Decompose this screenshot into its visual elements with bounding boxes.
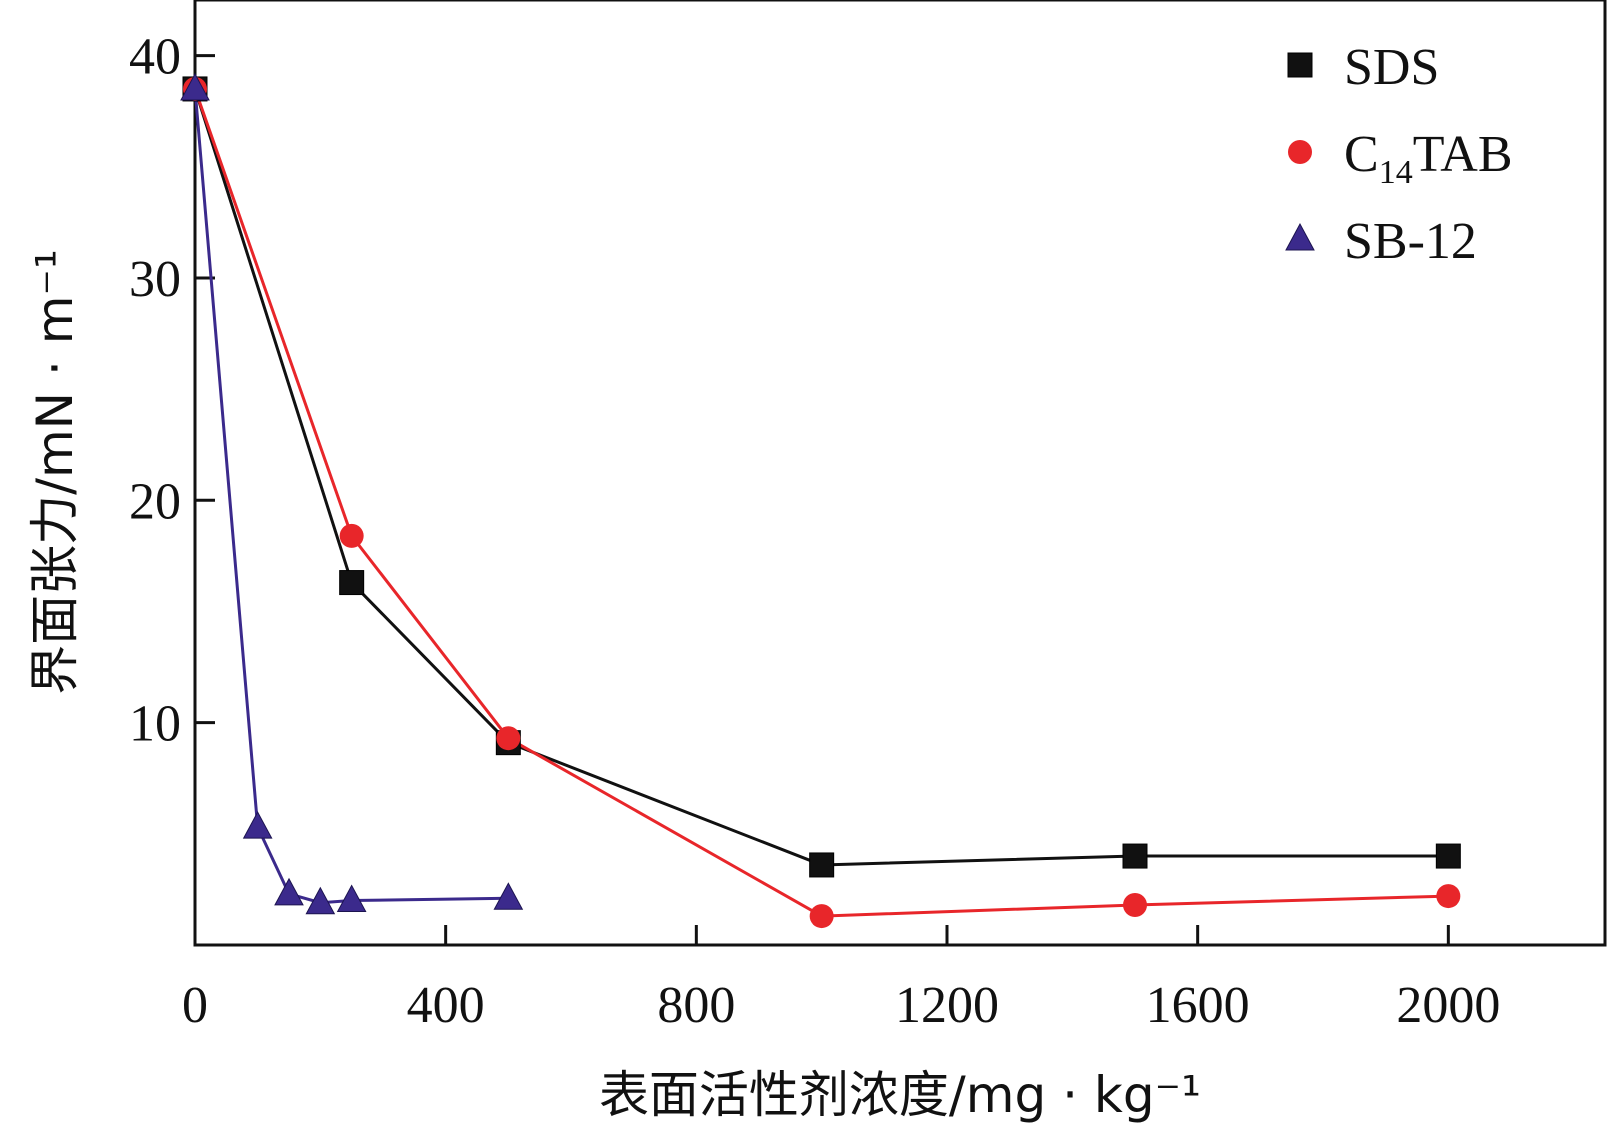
data-point bbox=[242, 811, 273, 839]
y-tick-label: 40 bbox=[129, 29, 181, 86]
legend-label: SB-12 bbox=[1344, 213, 1477, 270]
plot-frame bbox=[193, 0, 1607, 947]
legend-marker bbox=[1285, 222, 1315, 251]
x-tick-label: 400 bbox=[407, 977, 485, 1034]
x-tick-label: 1600 bbox=[1146, 977, 1250, 1034]
data-point bbox=[493, 882, 524, 910]
data-point bbox=[336, 884, 367, 913]
legend-marker bbox=[1287, 52, 1313, 78]
x-tick-label: 0 bbox=[182, 977, 208, 1034]
y-tick-label: 10 bbox=[129, 696, 181, 753]
series-line bbox=[193, 88, 1449, 918]
data-point bbox=[496, 726, 521, 751]
y-tick-label: 30 bbox=[129, 251, 181, 308]
x-axis-title: 表面活性剂浓度/mg · kg⁻¹ bbox=[599, 1066, 1201, 1124]
legend-item: C14TAB bbox=[1288, 126, 1513, 191]
y-axis-title: 界面张力/mN · m⁻¹ bbox=[26, 249, 84, 695]
data-point bbox=[274, 877, 304, 906]
series-markers bbox=[180, 72, 1461, 929]
axis-ticks: 0 400 800 1200 1600 2000 10 20 30 40 bbox=[129, 29, 1500, 1034]
data-point bbox=[339, 523, 364, 548]
x-tick-label: 2000 bbox=[1396, 977, 1500, 1034]
data-point bbox=[809, 852, 835, 878]
legend-marker bbox=[1288, 140, 1312, 164]
series-line bbox=[193, 88, 1449, 867]
data-point bbox=[1436, 884, 1461, 909]
x-tick-label: 800 bbox=[657, 977, 735, 1034]
legend-label: SDS bbox=[1344, 39, 1439, 96]
data-point bbox=[339, 570, 365, 596]
legend-item: SB-12 bbox=[1285, 213, 1477, 270]
series-lines bbox=[193, 88, 1449, 918]
legend-item: SDS bbox=[1287, 39, 1439, 96]
y-tick-label: 20 bbox=[129, 473, 181, 530]
data-point bbox=[809, 904, 834, 929]
legend: SDS C14TAB SB-12 bbox=[1285, 39, 1513, 270]
legend-label: C14TAB bbox=[1344, 126, 1513, 191]
x-tick-label: 1200 bbox=[895, 977, 999, 1034]
data-point bbox=[305, 886, 336, 915]
data-point bbox=[1435, 843, 1461, 869]
data-point bbox=[1122, 843, 1148, 869]
series-line bbox=[193, 88, 509, 905]
data-point bbox=[180, 72, 210, 101]
data-point bbox=[1123, 892, 1147, 917]
